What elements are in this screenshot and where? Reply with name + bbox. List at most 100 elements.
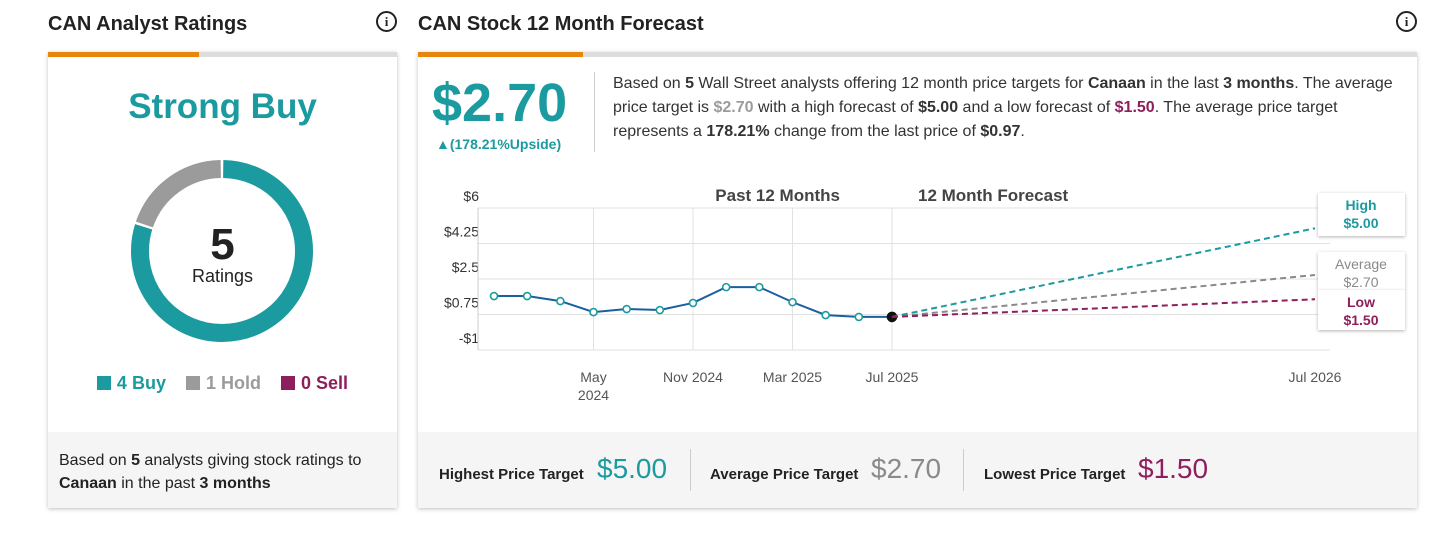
summary-bar bbox=[418, 432, 1417, 508]
legend-swatch bbox=[281, 376, 295, 390]
text: 5 bbox=[131, 452, 140, 469]
consensus: Strong Buy bbox=[128, 87, 317, 126]
text: Based on bbox=[613, 75, 686, 92]
y-tick-label: $0.75 bbox=[444, 295, 479, 311]
text: Wall Street analysts offering 12 month p… bbox=[693, 75, 1088, 92]
y-tick-label: $2.5 bbox=[452, 259, 479, 275]
text: . bbox=[1020, 123, 1025, 140]
price-point bbox=[589, 307, 598, 317]
divider bbox=[963, 449, 964, 491]
target-value: $1.50 bbox=[1343, 312, 1378, 328]
text: with a high forecast of bbox=[753, 99, 919, 116]
y-tick-label: $6 bbox=[463, 188, 479, 204]
x-tick-label: Nov 2024 bbox=[663, 369, 723, 385]
price-point bbox=[556, 296, 565, 306]
target-name: High bbox=[1345, 197, 1376, 213]
price-point bbox=[788, 297, 797, 307]
legend-item: 1 Hold bbox=[185, 373, 261, 393]
price-point bbox=[821, 310, 830, 320]
info-icon[interactable]: i bbox=[376, 11, 397, 32]
y-tick-label: $4.25 bbox=[444, 224, 479, 240]
ratings-card: Strong Buy 5 Ratings 4 Buy 1 Hold 0 Sell B… bbox=[48, 52, 397, 508]
legend-swatch bbox=[96, 376, 111, 390]
forecast-title: CAN Stock 12 Month Forecast bbox=[418, 13, 704, 35]
text: $1.50 bbox=[1114, 99, 1155, 116]
text: $0.97 bbox=[980, 123, 1021, 140]
info-icon[interactable]: i bbox=[1396, 11, 1417, 32]
text: and a low forecast of bbox=[958, 99, 1115, 116]
tab-bar bbox=[48, 52, 397, 57]
summary-label: Average Price Target bbox=[710, 466, 859, 483]
text: $2.70 bbox=[713, 99, 754, 116]
description: Based on 5 Wall Street analysts offering… bbox=[613, 72, 1403, 144]
x-tick-label: May 2024 bbox=[577, 369, 610, 403]
text: . The average price target is bbox=[613, 75, 1393, 116]
text: . The average price target represents a bbox=[613, 99, 1338, 140]
target-box bbox=[1318, 290, 1405, 330]
summary-label: Lowest Price Target bbox=[984, 466, 1126, 483]
forecast-line bbox=[891, 273, 1316, 318]
legend-item: 0 Sell bbox=[281, 373, 348, 393]
legend-label: Buy bbox=[131, 373, 166, 393]
forecast-line bbox=[891, 298, 1316, 318]
target-value: $5.00 bbox=[1343, 215, 1378, 231]
text: Based on bbox=[59, 452, 132, 469]
summary-value: $5.00 bbox=[597, 453, 668, 484]
text: 5 bbox=[685, 75, 694, 92]
text: 178.21% bbox=[706, 123, 770, 140]
forecast-line bbox=[891, 227, 1316, 318]
text: change from the last price of bbox=[769, 123, 981, 140]
target-value: $2.70 bbox=[1343, 274, 1378, 290]
legend: 4 Buy 1 Hold 0 Sell bbox=[48, 373, 397, 394]
legend-swatch bbox=[185, 376, 200, 390]
summary-value: $2.70 bbox=[871, 453, 942, 484]
text: in the past bbox=[116, 475, 200, 492]
target-box bbox=[1318, 252, 1405, 290]
price-point bbox=[522, 291, 532, 301]
divider bbox=[594, 72, 595, 152]
price-point bbox=[622, 304, 631, 314]
text: analysts giving stock ratings to bbox=[139, 452, 362, 469]
donut-segment bbox=[131, 160, 313, 342]
price: $2.70 bbox=[432, 73, 568, 133]
total-label: Ratings bbox=[191, 266, 254, 286]
x-tick-label: Jul 2025 bbox=[865, 369, 919, 385]
legend-value: 1 bbox=[205, 373, 216, 393]
target-box bbox=[1318, 193, 1405, 236]
total: 5 bbox=[210, 220, 235, 269]
text: 3 months bbox=[199, 475, 271, 492]
ratings-footer: Based on 5 analysts giving stock ratings… bbox=[48, 432, 397, 508]
legend-forecast: 12 Month Forecast bbox=[918, 186, 1069, 205]
legend-past: Past 12 Months bbox=[715, 186, 840, 205]
legend-value: 0 bbox=[301, 373, 312, 393]
donut-segment bbox=[135, 160, 222, 228]
y-tick-label: -$1 bbox=[459, 330, 479, 346]
divider bbox=[690, 449, 691, 491]
target-name: Average bbox=[1335, 256, 1387, 272]
legend-value: 4 bbox=[116, 373, 127, 393]
price-point bbox=[655, 305, 665, 315]
text: Canaan bbox=[59, 475, 117, 492]
price-point bbox=[489, 291, 499, 301]
text: Canaan bbox=[1087, 75, 1146, 92]
legend-item: 4 Buy bbox=[96, 373, 166, 393]
summary-value: $1.50 bbox=[1138, 453, 1209, 484]
upside: ▲(178.21%Upside) bbox=[436, 136, 562, 152]
price-point bbox=[688, 298, 698, 308]
legend-label: Sell bbox=[316, 373, 349, 393]
ratings-title: CAN Analyst Ratings bbox=[48, 13, 248, 35]
legend-label: Hold bbox=[221, 373, 261, 393]
x-tick-label: Jul 2026 bbox=[1288, 369, 1342, 385]
text: 3 months bbox=[1223, 75, 1295, 92]
tab-bar bbox=[418, 52, 1417, 57]
x-tick-label: Mar 2025 bbox=[762, 369, 823, 385]
price-point bbox=[755, 282, 764, 292]
target-name: Low bbox=[1347, 294, 1375, 310]
text: in the last bbox=[1145, 75, 1224, 92]
price-point bbox=[721, 282, 731, 292]
price-point bbox=[854, 312, 864, 322]
summary-label: Highest Price Target bbox=[439, 466, 584, 483]
forecast-card: $2.70 ▲(178.21%Upside) Based on 5 Wall S… bbox=[418, 52, 1417, 508]
